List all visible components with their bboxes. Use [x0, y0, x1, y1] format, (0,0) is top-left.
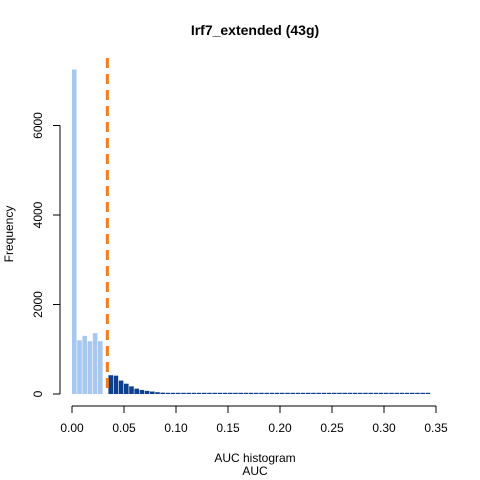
histogram-bar [249, 393, 254, 394]
histogram-bar [254, 393, 259, 394]
x-tick-label: 0.20 [268, 421, 292, 435]
histogram-bar [410, 393, 415, 394]
histogram-bar [181, 393, 186, 394]
histogram-bar [275, 393, 280, 394]
x-tick-label: 0.15 [216, 421, 240, 435]
histogram-bar [363, 393, 368, 394]
histogram-bar [400, 393, 405, 394]
histogram-bar [207, 393, 212, 394]
chart-title: Irf7_extended (43g) [191, 22, 319, 38]
x-axis-label: AUC histogram [214, 451, 295, 465]
histogram-bar [72, 70, 77, 394]
histogram-bar [301, 393, 306, 394]
histogram-bar [134, 389, 139, 394]
histogram-bar [311, 393, 316, 394]
histogram-bar [238, 393, 243, 394]
histogram-bar [171, 393, 176, 394]
histogram-bar [176, 393, 181, 394]
histogram-bar [202, 393, 207, 394]
histogram-bars [72, 70, 430, 394]
histogram-bar [358, 393, 363, 394]
histogram-bar [332, 393, 337, 394]
x-tick-label: 0.30 [372, 421, 396, 435]
histogram-bar [212, 393, 217, 394]
y-axis-label: Frequency [2, 206, 16, 263]
histogram-bar [166, 393, 171, 394]
x-axis-sublabel: AUC [242, 464, 268, 478]
histogram-bar [77, 340, 82, 394]
histogram-bar [140, 390, 145, 394]
histogram-bar [426, 393, 431, 394]
histogram-bar [150, 392, 155, 394]
y-tick-label: 2000 [31, 291, 45, 318]
histogram-bar [93, 333, 98, 394]
histogram-bar [259, 393, 264, 394]
histogram-bar [108, 375, 113, 394]
histogram-bar [322, 393, 327, 394]
histogram-bar [405, 393, 410, 394]
histogram-bar [192, 393, 197, 394]
histogram-bar [82, 336, 87, 394]
y-tick-label: 6000 [31, 112, 45, 139]
x-tick-label: 0.00 [60, 421, 84, 435]
histogram-bar [306, 393, 311, 394]
x-tick-label: 0.35 [424, 421, 448, 435]
histogram-bar [233, 393, 238, 394]
x-axis: 0.00 0.05 0.10 0.15 0.20 0.25 0.30 0.35 [60, 406, 448, 435]
histogram-bar [374, 393, 379, 394]
histogram-bar [88, 341, 93, 394]
histogram-bar [316, 393, 321, 394]
x-tick-label: 0.10 [164, 421, 188, 435]
histogram-bar [290, 393, 295, 394]
histogram-bar [228, 393, 233, 394]
histogram-bar [98, 341, 103, 394]
histogram-bar [155, 392, 160, 394]
histogram-bar [244, 393, 249, 394]
histogram-bar [285, 393, 290, 394]
y-tick-label: 4000 [31, 201, 45, 228]
histogram-bar [119, 381, 124, 394]
histogram-bar [197, 393, 202, 394]
histogram-bar [342, 393, 347, 394]
histogram-bar [394, 393, 399, 394]
histogram-bar [186, 393, 191, 394]
histogram-bar [160, 393, 165, 394]
histogram-bar [337, 393, 342, 394]
histogram-bar [280, 393, 285, 394]
x-tick-label: 0.25 [320, 421, 344, 435]
histogram-bar [129, 386, 134, 394]
histogram-bar [124, 384, 129, 394]
histogram-bar [270, 393, 275, 394]
histogram-bar [327, 393, 332, 394]
y-tick-label: 0 [31, 390, 45, 397]
histogram-bar [114, 376, 119, 394]
histogram-bar [389, 393, 394, 394]
histogram-bar [384, 393, 389, 394]
histogram-bar [296, 393, 301, 394]
histogram-bar [223, 393, 228, 394]
histogram-bar [353, 393, 358, 394]
histogram-bar [379, 393, 384, 394]
histogram-bar [264, 393, 269, 394]
histogram-bar [348, 393, 353, 394]
histogram-bar [145, 391, 150, 394]
x-tick-label: 0.05 [112, 421, 136, 435]
histogram-bar [368, 393, 373, 394]
histogram-bar [415, 393, 420, 394]
histogram-bar [218, 393, 223, 394]
histogram-bar [420, 393, 425, 394]
y-axis: 0 2000 4000 6000 [31, 112, 60, 398]
